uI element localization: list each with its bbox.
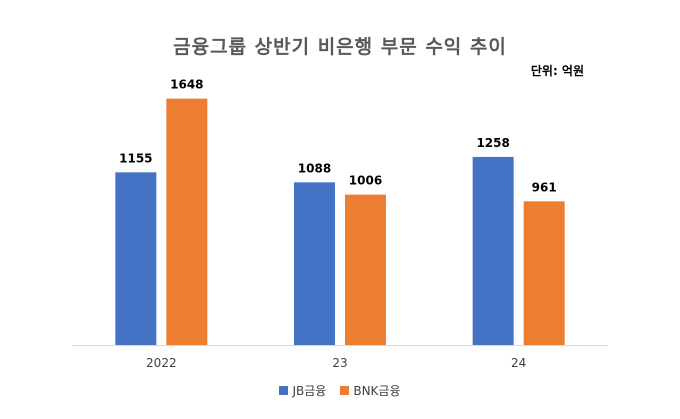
bar-jb-2022 (115, 172, 157, 345)
bar-bnk-23 (345, 194, 386, 345)
unit-label: 단위: 억원 (530, 64, 584, 78)
data-label: 1648 (170, 78, 203, 92)
legend-swatch (340, 386, 350, 395)
bar-bnk-2022 (166, 98, 208, 346)
bar-jb-24 (472, 156, 514, 345)
data-label: 1088 (298, 161, 331, 175)
bar-bnk-24 (523, 201, 565, 345)
legend-label: BNK금융 (353, 384, 401, 398)
legend-item-jb: JB금융 (279, 382, 326, 399)
legend-swatch (279, 386, 289, 395)
data-label: 961 (532, 180, 557, 194)
data-label: 1006 (349, 174, 382, 188)
x-tick-label: 23 (332, 356, 347, 370)
bar-jb-23 (294, 182, 335, 345)
data-label: 1155 (119, 151, 152, 165)
legend-item-bnk: BNK금융 (340, 382, 401, 399)
chart-title: 금융그룹 상반기 비은행 부문 수익 추이 (173, 36, 507, 58)
x-tick-label: 2022 (146, 356, 177, 370)
data-label: 1258 (476, 136, 509, 150)
chart-legend: JB금융 BNK금융 (0, 382, 680, 399)
legend-label: JB금융 (292, 384, 327, 398)
x-tick-label: 24 (511, 356, 526, 370)
